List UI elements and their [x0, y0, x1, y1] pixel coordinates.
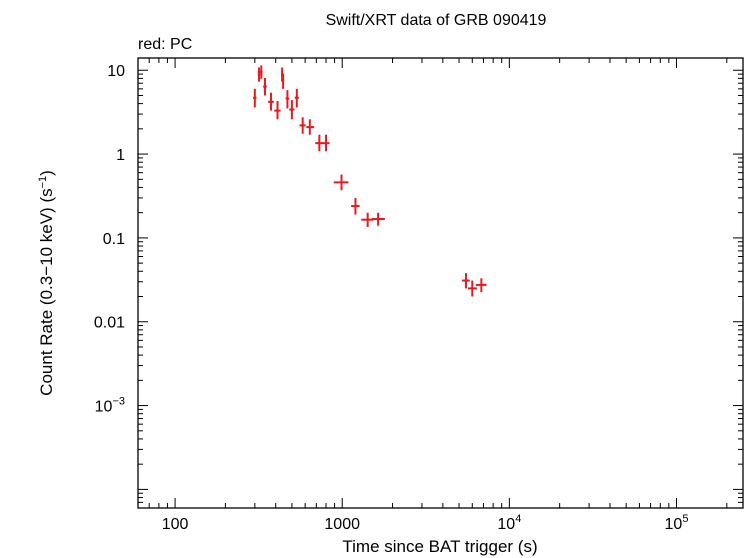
y-tick-label: 1	[116, 147, 125, 164]
y-axis-label-end: )	[37, 170, 56, 176]
data-series	[253, 65, 487, 297]
x-axis-label: Time since BAT trigger (s)	[342, 537, 537, 556]
data-point	[467, 280, 477, 297]
data-point	[306, 119, 315, 135]
chart-title: Swift/XRT data of GRB 090419	[326, 12, 547, 29]
data-point	[253, 88, 257, 108]
data-point	[475, 278, 487, 293]
data-point	[333, 174, 349, 191]
data-point	[259, 65, 263, 79]
data-point	[263, 77, 267, 96]
axis-ticks	[137, 58, 743, 509]
plot-frame	[137, 57, 744, 509]
y-axis-label: Count Rate (0.3−10 keV) (s−1)	[37, 170, 56, 396]
data-point	[289, 100, 295, 120]
x-tick-label: 104	[497, 513, 521, 533]
data-point	[315, 134, 324, 152]
y-axis-label-main: Count Rate (0.3−10 keV) (s	[37, 188, 56, 395]
chart-subtitle: red: PC	[138, 36, 192, 53]
x-tick-label: 105	[665, 513, 689, 533]
x-tick-label: 1000	[324, 516, 360, 533]
data-point	[371, 212, 385, 226]
x-tick-labels: 100 1000 104 105	[162, 513, 689, 533]
y-tick-label: 0.1	[103, 231, 125, 248]
data-point	[361, 212, 374, 227]
data-point	[285, 90, 290, 109]
x-tick-label: 100	[162, 516, 189, 533]
data-point	[294, 88, 299, 108]
data-point	[268, 92, 274, 111]
data-point	[282, 73, 285, 89]
y-tick-labels: 10 1 0.1 0.01 10−3	[94, 63, 125, 415]
data-point	[351, 197, 360, 215]
data-point	[461, 273, 470, 289]
data-point	[257, 67, 261, 82]
data-point	[299, 117, 306, 134]
y-tick-label: 10	[107, 63, 125, 80]
y-axis-label-sup: −1	[37, 176, 49, 189]
y-tick-label: 10−3	[95, 396, 125, 416]
data-point	[322, 134, 330, 152]
data-point	[274, 100, 281, 120]
y-tick-label: 0.01	[94, 315, 125, 332]
